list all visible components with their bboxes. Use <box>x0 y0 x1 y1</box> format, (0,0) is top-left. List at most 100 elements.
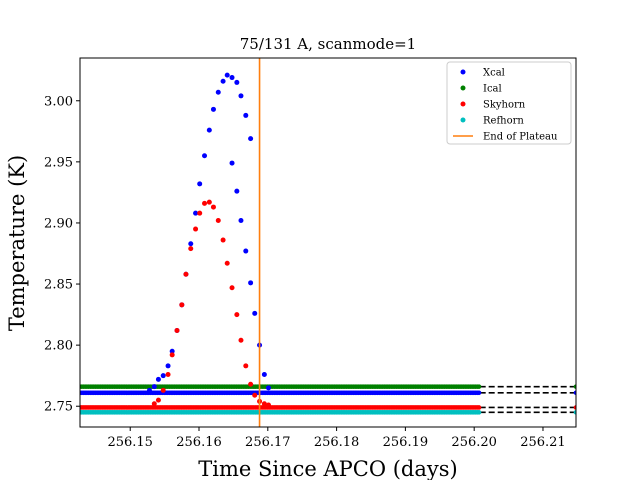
data-point <box>146 387 152 393</box>
legend: Xcal Ical Skyhorn Refhorn End of Plateau <box>446 61 572 145</box>
series-ical-baseline <box>80 384 576 389</box>
data-point <box>193 226 199 232</box>
data-point <box>224 72 230 78</box>
data-point <box>476 410 482 415</box>
data-point <box>151 384 157 390</box>
legend-label: Ical <box>483 84 502 95</box>
data-point <box>165 371 171 377</box>
data-point <box>224 260 230 266</box>
y-tick-label: 2.95 <box>44 155 73 170</box>
data-point <box>238 218 244 224</box>
x-tick-label: 256.20 <box>451 435 497 450</box>
x-axis-label: Time Since APCO (days) <box>198 457 457 480</box>
series-refhorn-baseline <box>80 410 576 415</box>
data-point <box>197 181 203 187</box>
data-point <box>243 363 249 369</box>
data-point <box>234 79 240 85</box>
data-point <box>234 312 240 318</box>
data-point <box>261 371 267 377</box>
data-point <box>573 384 576 389</box>
data-point <box>165 363 171 369</box>
legend-item-ical: Ical <box>460 84 502 95</box>
legend-dot-swatch <box>460 117 466 123</box>
x-tick-label: 256.19 <box>383 435 429 450</box>
series-skyhorn-points <box>151 199 271 408</box>
legend-label: Skyhorn <box>483 100 526 111</box>
chart-title: 75/131 A, scanmode=1 <box>240 35 416 53</box>
data-point <box>265 385 271 391</box>
data-point <box>160 387 166 393</box>
data-point <box>160 373 166 379</box>
data-point <box>243 248 249 254</box>
data-point <box>229 160 235 166</box>
data-point <box>265 402 271 408</box>
data-point <box>261 401 267 407</box>
legend-item-end-of-plateau: End of Plateau <box>453 132 558 143</box>
data-point <box>151 401 157 407</box>
data-point <box>210 106 216 112</box>
data-point <box>206 199 212 205</box>
data-point <box>193 210 199 216</box>
legend-label: Xcal <box>483 68 505 79</box>
data-point <box>202 153 208 159</box>
data-point <box>174 327 180 333</box>
data-point <box>238 93 244 99</box>
data-point <box>229 75 235 81</box>
data-point <box>476 384 482 389</box>
data-point <box>248 280 254 286</box>
x-tick-label: 256.21 <box>520 435 566 450</box>
y-axis-ticks: 2.75 2.80 2.85 2.90 2.95 3.00 <box>44 94 80 415</box>
x-tick-label: 256.18 <box>314 435 360 450</box>
y-axis-label: Temperature (K) <box>5 155 29 331</box>
legend-item-xcal: Xcal <box>460 68 505 79</box>
data-point <box>252 392 258 398</box>
plot-area <box>80 58 576 427</box>
data-point <box>229 285 235 291</box>
legend-item-skyhorn: Skyhorn <box>460 100 526 111</box>
data-point <box>573 410 576 415</box>
legend-label: Refhorn <box>483 116 524 127</box>
plot-data <box>80 58 576 427</box>
x-tick-label: 256.17 <box>245 435 291 450</box>
data-point <box>215 89 221 95</box>
data-point <box>573 405 576 410</box>
y-tick-label: 2.80 <box>44 339 73 354</box>
x-axis-ticks: 256.15 256.16 256.17 256.18 256.19 256.20 256.… <box>107 427 566 450</box>
data-point <box>188 246 194 252</box>
data-point <box>210 204 216 210</box>
data-point <box>169 348 175 354</box>
data-point <box>248 381 254 387</box>
legend-box <box>446 61 572 145</box>
legend-label: End of Plateau <box>483 132 558 143</box>
data-point <box>155 376 161 382</box>
series-xcal-tail-points <box>229 160 258 316</box>
data-point <box>179 302 185 308</box>
data-point <box>248 136 254 142</box>
series-skyhorn-baseline <box>80 405 576 410</box>
data-point <box>202 200 208 206</box>
data-point <box>476 390 482 396</box>
y-tick-label: 2.90 <box>44 216 73 231</box>
legend-dot-swatch <box>460 69 466 75</box>
y-tick-label: 2.85 <box>44 278 73 293</box>
y-tick-label: 2.75 <box>44 400 73 415</box>
data-point <box>234 188 240 194</box>
data-point <box>188 241 194 247</box>
data-point <box>252 310 258 316</box>
data-point <box>573 390 576 396</box>
data-point <box>215 218 221 224</box>
data-point <box>155 397 161 403</box>
plot-frame <box>79 57 577 428</box>
data-point <box>197 210 203 216</box>
data-point <box>206 127 212 133</box>
legend-item-refhorn: Refhorn <box>460 116 524 127</box>
legend-dot-swatch <box>460 85 466 91</box>
data-point <box>183 271 189 277</box>
x-tick-label: 256.15 <box>107 435 153 450</box>
data-point <box>169 352 175 358</box>
x-tick-label: 256.16 <box>176 435 222 450</box>
y-tick-label: 3.00 <box>44 94 73 109</box>
legend-dot-swatch <box>460 101 466 107</box>
data-point <box>238 337 244 343</box>
